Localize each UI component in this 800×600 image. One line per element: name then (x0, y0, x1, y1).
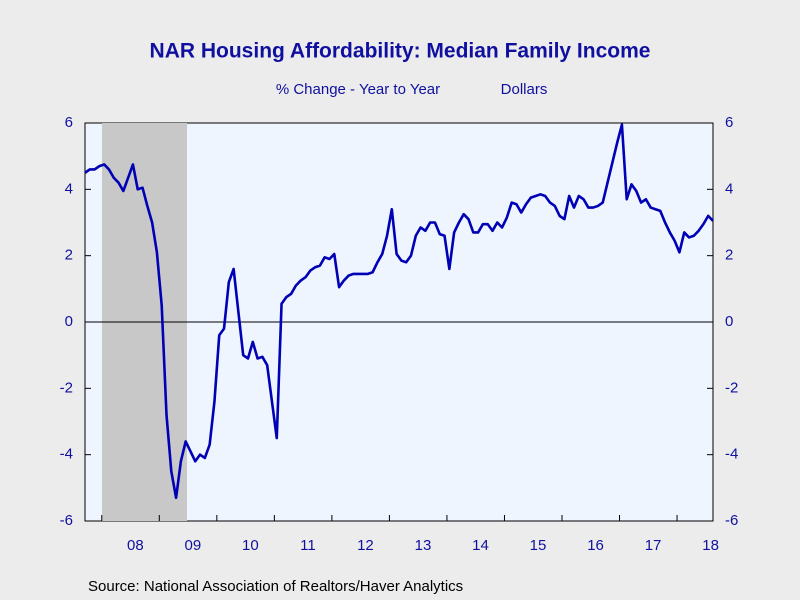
x-tick-label: 12 (357, 537, 374, 554)
x-tick-label: 11 (300, 537, 316, 554)
y2-tick-label: -4 (725, 446, 738, 463)
x-tick-label: 09 (185, 537, 202, 554)
subtitle: % Change - Year to Year (276, 81, 440, 98)
x-tick-label: 17 (645, 537, 662, 554)
y2-tick-label: -6 (725, 512, 738, 529)
y-tick-label: -2 (60, 379, 73, 396)
x-tick-label: 08 (127, 537, 144, 554)
subtitle-right: Dollars (501, 81, 548, 98)
x-tick-label: 13 (415, 537, 432, 554)
y2-tick-label: 4 (725, 180, 733, 197)
x-tick-label: 10 (242, 537, 259, 554)
y-tick-label: 2 (65, 247, 73, 264)
y-tick-label: 4 (65, 180, 73, 197)
y2-tick-label: 6 (725, 114, 733, 131)
y2-tick-label: 2 (725, 247, 733, 264)
x-tick-label: 18 (702, 537, 719, 554)
y-tick-label: -4 (60, 446, 73, 463)
source: Source: National Association of Realtors… (88, 578, 463, 595)
y-tick-label: 6 (65, 114, 73, 131)
data-line (84, 123, 714, 500)
y-tick-label: 0 (65, 313, 73, 330)
x-tick-label: 14 (472, 537, 489, 554)
y2-tick-label: 0 (725, 313, 733, 330)
y-tick-label: -6 (60, 512, 73, 529)
x-tick-label: 16 (587, 537, 604, 554)
x-tick-label: 15 (530, 537, 547, 554)
y2-tick-label: -2 (725, 379, 738, 396)
chart-title: NAR Housing Affordability: Median Family… (150, 40, 651, 63)
